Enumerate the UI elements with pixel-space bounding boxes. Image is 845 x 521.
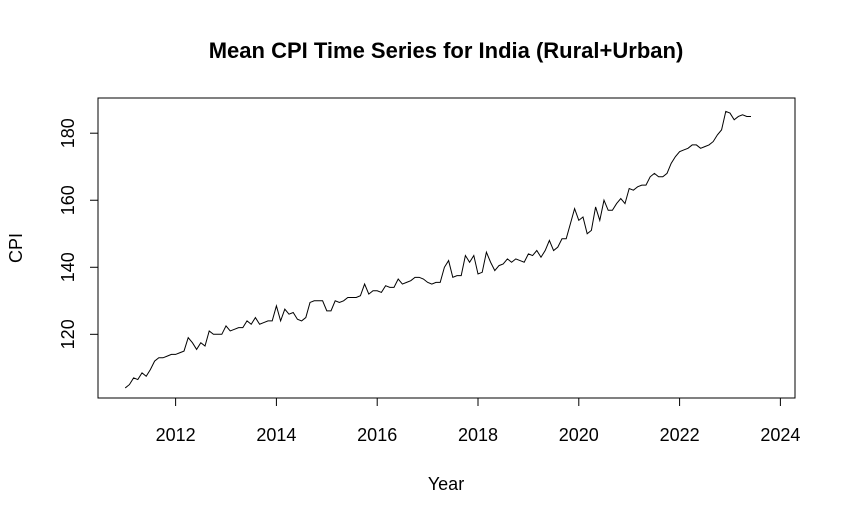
- y-tick-label: 140: [58, 252, 78, 282]
- x-tick-label: 2012: [156, 425, 196, 445]
- x-tick-label: 2022: [660, 425, 700, 445]
- x-tick-label: 2020: [559, 425, 599, 445]
- x-tick-label: 2016: [357, 425, 397, 445]
- x-tick-label: 2024: [760, 425, 800, 445]
- x-tick-label: 2018: [458, 425, 498, 445]
- y-axis: 120 140 160 180: [58, 118, 99, 349]
- x-tick-label: 2014: [256, 425, 296, 445]
- chart-title: Mean CPI Time Series for India (Rural+Ur…: [209, 38, 684, 63]
- y-tick-label: 180: [58, 118, 78, 148]
- x-axis-label: Year: [428, 474, 464, 494]
- x-axis: 2012 2014 2016 2018 2020 2022 2024: [156, 397, 800, 445]
- y-axis-label: CPI: [6, 233, 26, 263]
- y-tick-label: 160: [58, 185, 78, 215]
- y-tick-label: 120: [58, 319, 78, 349]
- series-line-cpi: [124, 110, 751, 389]
